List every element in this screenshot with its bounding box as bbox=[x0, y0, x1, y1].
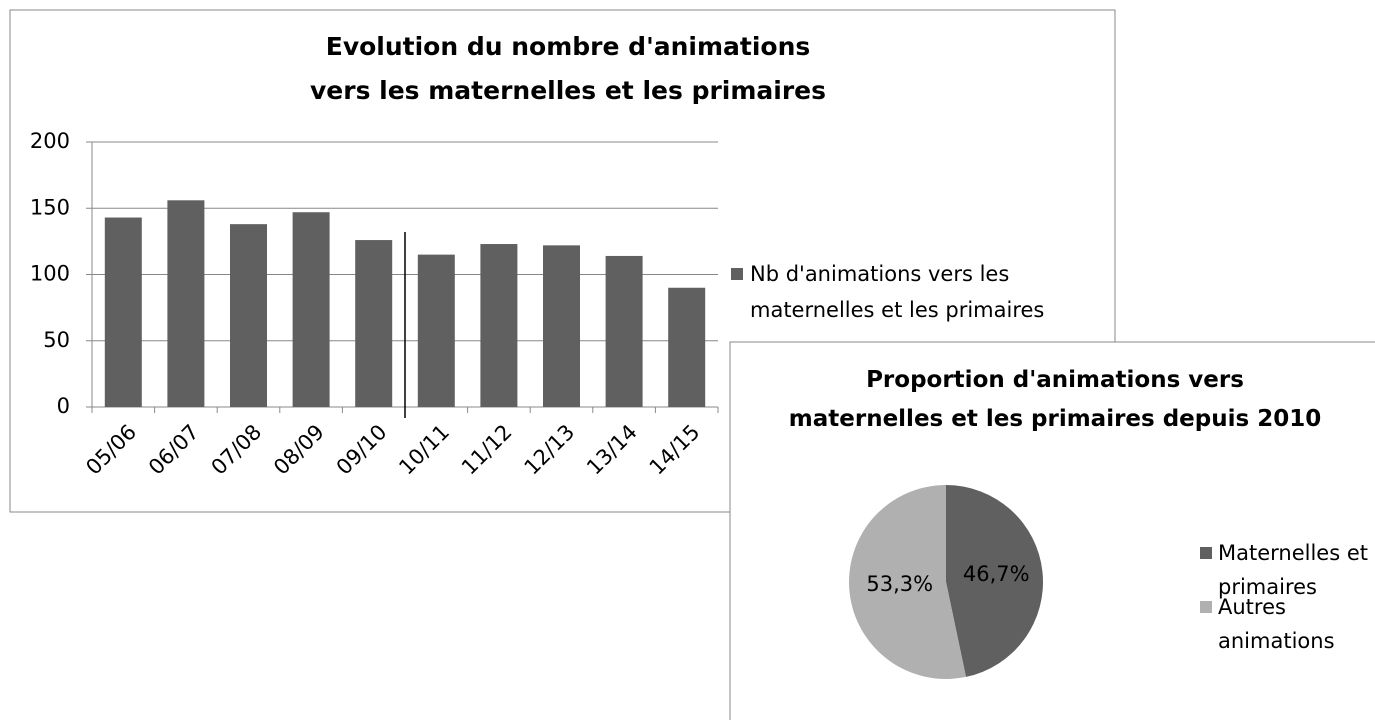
bar bbox=[167, 200, 205, 407]
legend-swatch bbox=[1200, 547, 1212, 559]
pie-slice bbox=[849, 485, 966, 679]
pie-title: Proportion d'animations vers maternelles… bbox=[788, 367, 1322, 432]
legend-swatch bbox=[1200, 601, 1212, 613]
pie-chart: 46,7% 53,3% bbox=[849, 485, 1212, 679]
pie-slice bbox=[946, 485, 1044, 677]
legend-label: Nb d'animations vers les maternelles et … bbox=[750, 262, 1045, 322]
bar bbox=[668, 287, 706, 407]
y-tick-label: 200 bbox=[30, 129, 70, 153]
pie-frame bbox=[729, 341, 1375, 720]
y-tick-label: 150 bbox=[30, 195, 70, 219]
data-label: 53,3% bbox=[866, 572, 933, 596]
bar bbox=[480, 244, 518, 407]
bar bbox=[292, 212, 330, 407]
data-label: 46,7% bbox=[963, 562, 1030, 586]
y-tick-label: 0 bbox=[57, 394, 70, 418]
y-tick-label: 50 bbox=[43, 328, 70, 352]
bar bbox=[417, 254, 455, 407]
bar bbox=[230, 224, 267, 407]
y-tick-label: 100 bbox=[30, 262, 70, 286]
bar bbox=[605, 255, 643, 407]
legend-label: Maternelles et primaires bbox=[1218, 541, 1368, 599]
bar bbox=[104, 217, 142, 407]
legend-swatch bbox=[731, 268, 743, 280]
bar bbox=[355, 240, 393, 407]
bar-title: Evolution du nombre d'animations vers le… bbox=[309, 32, 827, 105]
bar bbox=[543, 245, 580, 407]
legend-label: Autres animations bbox=[1218, 595, 1335, 653]
